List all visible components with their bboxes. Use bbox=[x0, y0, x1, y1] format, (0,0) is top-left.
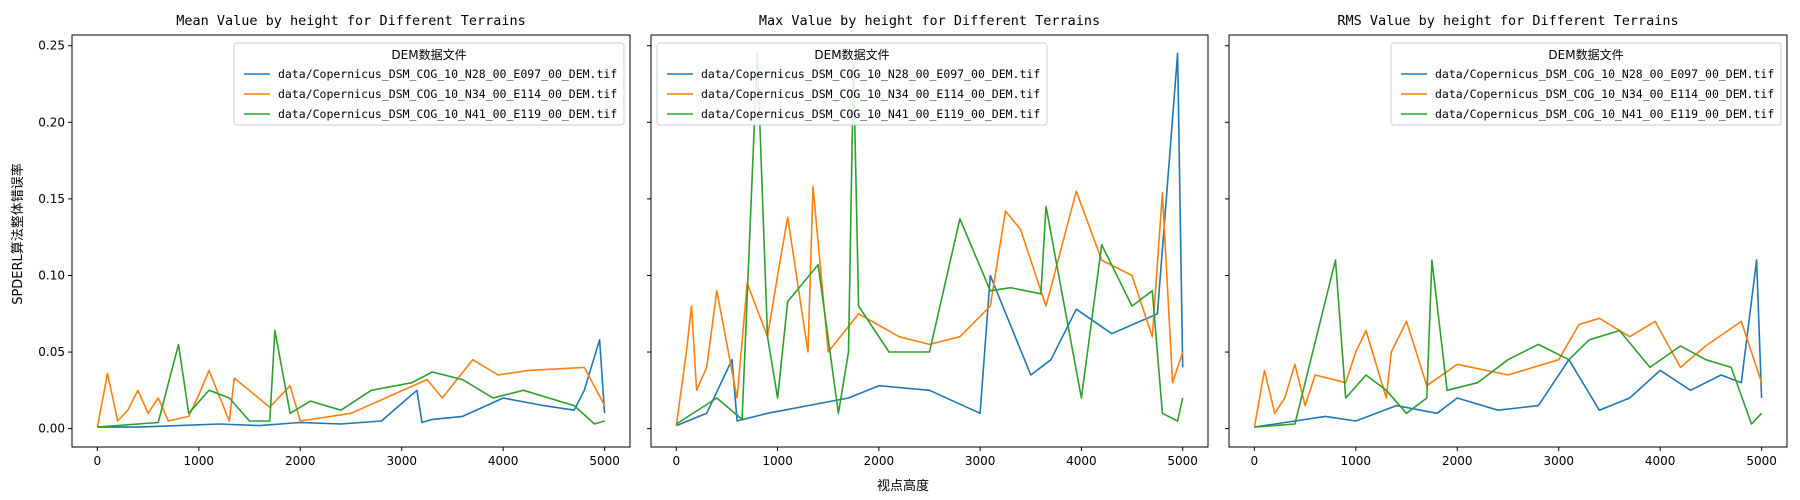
x-tick-label: 2000 bbox=[1442, 454, 1473, 468]
chart-legend: DEM数据文件 data/Copernicus_DSM_COG_10_N28_00… bbox=[233, 42, 625, 126]
y-tick-label: 0.10 bbox=[38, 268, 65, 282]
series-line-2 bbox=[1253, 317, 1763, 428]
chart-title: Max Value by height for Different Terrai… bbox=[759, 13, 1100, 29]
plot-frame bbox=[650, 34, 1209, 448]
chart-legend: DEM数据文件 data/Copernicus_DSM_COG_10_N28_00… bbox=[656, 42, 1048, 126]
x-tick-label: 4000 bbox=[1645, 454, 1676, 468]
x-tick-label: 0 bbox=[672, 454, 680, 468]
legend-box bbox=[233, 42, 625, 126]
legend-entry: data/Copernicus_DSM_COG_10_N34_00_E114_0… bbox=[1435, 87, 1774, 101]
panels-group: Mean Value by height for Different Terra… bbox=[38, 13, 1788, 468]
x-tick-label: 1000 bbox=[762, 454, 793, 468]
x-tick-label: 0 bbox=[1251, 454, 1259, 468]
legend-entry: data/Copernicus_DSM_COG_10_N34_00_E114_0… bbox=[278, 87, 617, 101]
x-tick-label: 5000 bbox=[589, 454, 620, 468]
series-line-2 bbox=[96, 358, 606, 428]
plot-frame bbox=[1228, 34, 1788, 448]
series-line-3 bbox=[97, 329, 605, 428]
y-tick-label: 0.20 bbox=[38, 115, 65, 129]
y-tick-label: 0.15 bbox=[38, 192, 65, 206]
figure-x-label: 视点高度 bbox=[877, 478, 929, 494]
series-line-1 bbox=[675, 52, 1184, 427]
series-line-3 bbox=[1254, 259, 1763, 428]
chart-panel-3: RMS Value by height for Different Terrai… bbox=[1225, 13, 1788, 468]
legend-entry: data/Copernicus_DSM_COG_10_N28_00_E097_0… bbox=[278, 67, 617, 81]
chart-panel-2: Max Value by height for Different Terrai… bbox=[647, 13, 1209, 468]
x-tick-label: 4000 bbox=[1066, 454, 1097, 468]
legend-entry: data/Copernicus_DSM_COG_10_N28_00_E097_0… bbox=[1435, 67, 1774, 81]
x-tick-label: 2000 bbox=[285, 454, 316, 468]
legend-box bbox=[656, 42, 1048, 126]
y-tick-label: 0.05 bbox=[38, 345, 65, 359]
legend-entry: data/Copernicus_DSM_COG_10_N34_00_E114_0… bbox=[701, 87, 1040, 101]
x-tick-label: 5000 bbox=[1746, 454, 1777, 468]
legend-entry: data/Copernicus_DSM_COG_10_N41_00_E119_0… bbox=[278, 107, 617, 121]
legend-entry: data/Copernicus_DSM_COG_10_N28_00_E097_0… bbox=[701, 67, 1040, 81]
y-tick-label: 0.00 bbox=[38, 422, 65, 436]
x-tick-label: 3000 bbox=[386, 454, 417, 468]
legend-title: DEM数据文件 bbox=[391, 47, 466, 62]
chart-title: Mean Value by height for Different Terra… bbox=[176, 13, 526, 29]
chart-title: RMS Value by height for Different Terrai… bbox=[1337, 13, 1678, 29]
x-tick-label: 2000 bbox=[864, 454, 895, 468]
x-tick-label: 1000 bbox=[184, 454, 215, 468]
legend-title: DEM数据文件 bbox=[814, 47, 889, 62]
y-tick-label: 0.25 bbox=[38, 39, 65, 53]
x-tick-label: 3000 bbox=[1543, 454, 1574, 468]
x-tick-label: 5000 bbox=[1167, 454, 1198, 468]
figure-y-label: SPDERL算法整体错误率 bbox=[10, 163, 26, 305]
chart-legend: DEM数据文件 data/Copernicus_DSM_COG_10_N28_00… bbox=[1390, 42, 1782, 126]
x-tick-label: 1000 bbox=[1341, 454, 1372, 468]
series-line-1 bbox=[1254, 259, 1763, 428]
legend-entry: data/Copernicus_DSM_COG_10_N41_00_E119_0… bbox=[701, 107, 1040, 121]
series-line-3 bbox=[675, 52, 1184, 425]
x-tick-label: 3000 bbox=[965, 454, 996, 468]
x-tick-label: 4000 bbox=[488, 454, 519, 468]
plot-frame bbox=[71, 34, 631, 448]
legend-entry: data/Copernicus_DSM_COG_10_N41_00_E119_0… bbox=[1435, 107, 1774, 121]
legend-box bbox=[1390, 42, 1782, 126]
legend-title: DEM数据文件 bbox=[1548, 47, 1623, 62]
x-tick-label: 0 bbox=[94, 454, 102, 468]
chart-panel-1: Mean Value by height for Different Terra… bbox=[38, 13, 631, 468]
